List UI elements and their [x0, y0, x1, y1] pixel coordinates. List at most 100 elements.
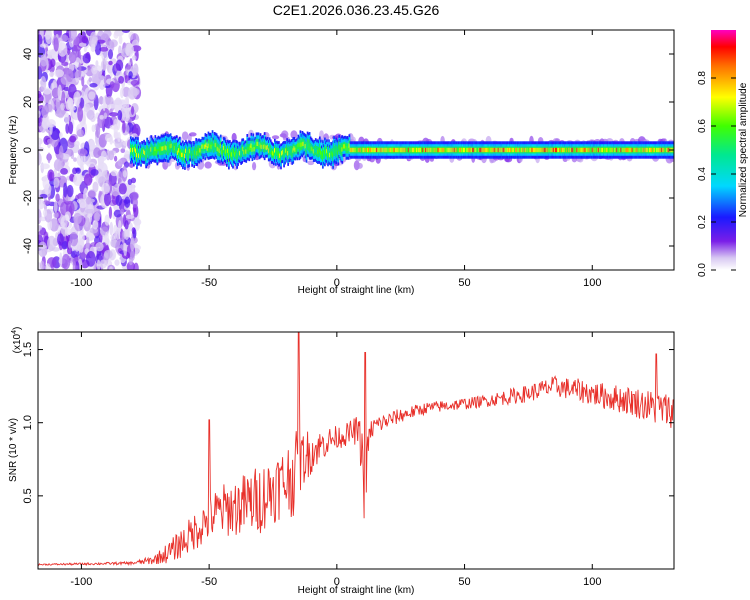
signal-core	[216, 146, 219, 152]
noise-blob	[90, 168, 99, 176]
signal-core	[158, 146, 161, 152]
signal-core	[614, 147, 616, 153]
signal-core	[469, 147, 471, 153]
signal-core	[425, 147, 427, 153]
signal-core	[256, 141, 259, 147]
noise-blob	[38, 241, 48, 258]
signal-core	[131, 147, 134, 153]
noise-blob	[104, 231, 109, 246]
signal-core	[464, 147, 466, 153]
signal-core	[471, 147, 473, 153]
signal-core	[181, 152, 183, 158]
signal-core	[621, 147, 624, 153]
signal-core	[522, 147, 524, 153]
signal-core	[494, 147, 497, 153]
signal-core	[296, 146, 299, 152]
signal-core	[215, 143, 218, 149]
signal-core	[390, 147, 393, 153]
noise-blob	[87, 190, 96, 199]
snr-xtick-label: 0	[334, 576, 340, 588]
noise-blob	[99, 114, 104, 120]
signal-core	[316, 149, 319, 154]
signal-core	[139, 150, 141, 155]
signal-core	[450, 147, 453, 153]
signal-core	[587, 147, 590, 153]
signal-core	[193, 153, 195, 158]
signal-core	[555, 147, 558, 153]
signal-core	[642, 147, 645, 153]
signal-core	[465, 147, 467, 153]
signal-core	[138, 153, 140, 158]
noise-blob	[109, 266, 113, 270]
noise-blob	[96, 259, 101, 270]
signal-core	[206, 146, 209, 151]
signal-core	[659, 147, 661, 153]
signal-core	[388, 147, 391, 153]
signal-core	[340, 147, 343, 152]
signal-core	[241, 148, 244, 154]
spectrogram-ticks: -100 -50 0 50 100 -40 -20 0 20 40	[22, 30, 674, 289]
signal-core	[333, 147, 335, 152]
signal-core	[635, 147, 638, 153]
noise-blob	[103, 112, 108, 120]
signal-core	[200, 148, 203, 153]
noise-blob	[38, 244, 47, 249]
noise-blob	[130, 177, 137, 184]
noise-blob	[76, 153, 86, 167]
signal-core	[218, 148, 221, 153]
signal-core	[546, 147, 549, 153]
signal-core	[474, 147, 476, 153]
signal-core	[250, 143, 253, 148]
signal-core	[661, 147, 663, 153]
noise-blob	[41, 119, 51, 129]
signal-core	[260, 144, 263, 150]
noise-blob	[58, 37, 63, 54]
signal-core	[643, 147, 646, 153]
signal-core	[626, 147, 629, 153]
signal-core	[597, 147, 600, 153]
signal-core	[570, 147, 572, 153]
signal-core	[578, 147, 581, 153]
signal-core	[346, 145, 349, 150]
signal-core	[459, 147, 462, 153]
signal-core	[252, 143, 255, 148]
signal-core	[147, 148, 150, 153]
signal-core	[470, 147, 472, 153]
noise-blob	[131, 227, 136, 235]
signal-core	[208, 144, 211, 149]
signal-core	[481, 147, 484, 153]
signal-core	[298, 146, 301, 151]
signal-core	[368, 147, 370, 153]
halo-blob	[271, 135, 280, 140]
signal-core	[641, 147, 644, 153]
signal-core	[360, 147, 363, 153]
signal-core	[417, 147, 419, 153]
colorbar-tick-label: 0.4	[697, 167, 708, 181]
signal-core	[362, 147, 365, 153]
noise-blob	[60, 215, 68, 230]
signal-core	[658, 147, 660, 153]
signal-core	[529, 147, 532, 153]
signal-core	[332, 152, 334, 157]
signal-core	[144, 150, 146, 156]
signal-core	[622, 147, 625, 153]
snr-multiplier-base: (x10	[12, 333, 23, 353]
signal-core	[625, 147, 628, 153]
noise-blob	[38, 146, 45, 152]
noise-blob	[63, 182, 68, 198]
signal-core	[507, 147, 510, 153]
signal-core	[297, 142, 300, 147]
signal-core	[387, 147, 390, 153]
signal-core	[129, 147, 132, 153]
noise-blob	[53, 211, 59, 219]
signal-core	[428, 147, 430, 153]
signal-core	[284, 150, 286, 156]
signal-core	[632, 147, 635, 153]
signal-core	[259, 143, 262, 148]
signal-core	[263, 143, 266, 149]
signal-core	[157, 144, 160, 149]
signal-core	[136, 152, 138, 158]
signal-core	[563, 147, 565, 153]
noise-blob	[115, 228, 121, 241]
signal-core	[533, 147, 536, 153]
